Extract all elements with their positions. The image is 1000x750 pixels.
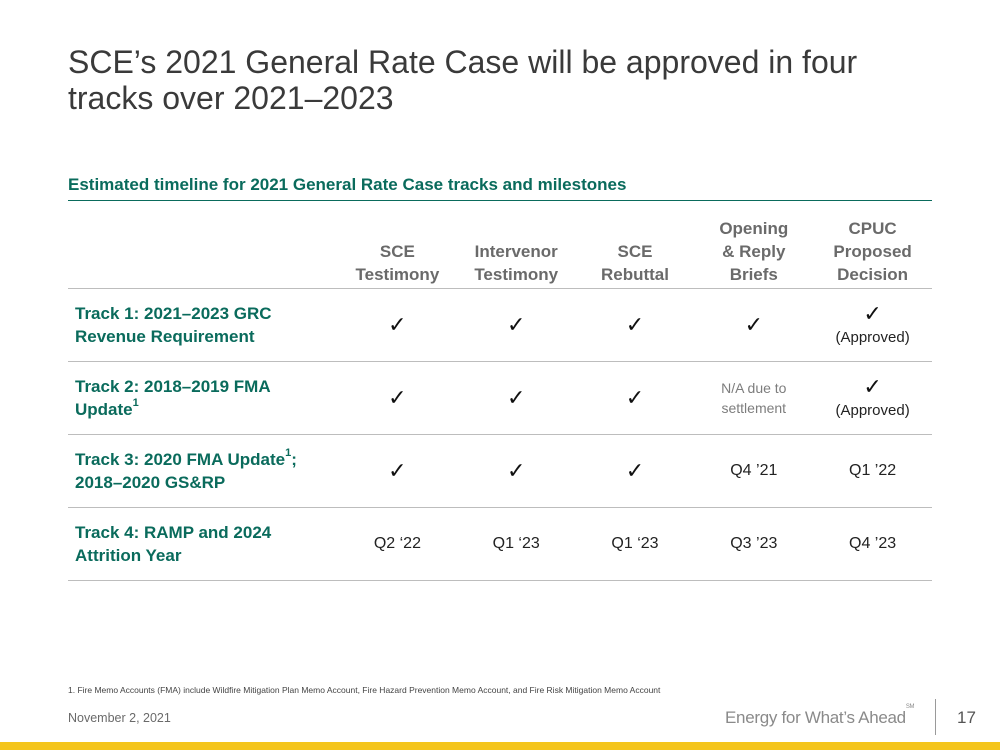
checkmark-icon: ✓ [506,385,526,410]
track-2-sce-testimony: ✓ [338,361,457,435]
checkmark-icon: ✓ [388,385,407,410]
track-3-briefs: Q4 ’21 [694,434,814,508]
checkmark-icon: ✓ [625,458,645,483]
brand-tagline: Energy for What’s AheadSM [725,704,915,727]
checkmark-icon: ✓ [506,312,526,337]
track-3-label: Track 3: 2020 FMA Update1; 2018–2020 GS&… [68,434,338,508]
slide-title: SCE’s 2021 General Rate Case will be app… [68,44,858,116]
table-subtitle: Estimated timeline for 2021 General Rate… [68,175,627,194]
track-4-briefs: Q3 ’23 [694,507,814,581]
track-1-sce-rebuttal: ✓ [575,288,695,362]
track-4-label: Track 4: RAMP and 2024 Attrition Year [68,507,338,581]
track-1-label: Track 1: 2021–2023 GRC Revenue Requireme… [68,288,338,362]
track-4-sce-testimony: Q2 ‘22 [338,507,457,581]
track-1-intervenor-testimony: ✓ [456,288,576,362]
footnote: 1. Fire Memo Accounts (FMA) include Wild… [68,685,661,695]
service-mark: SM [905,704,915,711]
table-header-row: SCE Testimony Intervenor Testimony SCE R… [68,210,932,289]
page-number: 17 [957,708,976,727]
bottom-accent-bar [0,742,1000,750]
checkmark-icon: ✓ [388,312,407,337]
checkmark-icon: ✓ [625,312,645,337]
header-sce-testimony: SCE Testimony [338,210,457,289]
footnote-marker: 1 [132,397,139,410]
footer-divider [935,699,936,735]
approved-note: (Approved) [835,329,910,346]
track-1-decision: ✓ (Approved) [813,288,932,362]
track-4-intervenor-testimony: Q1 ‘23 [456,507,576,581]
table-row-track-2: Track 2: 2018–2019 FMA Update1 ✓ ✓ ✓ N/A… [68,361,932,435]
checkmark-icon: ✓ [863,374,882,399]
checkmark-icon: ✓ [388,458,407,483]
track-3-decision: Q1 ’22 [813,434,932,508]
track-2-sce-rebuttal: ✓ [575,361,695,435]
track-2-label: Track 2: 2018–2019 FMA Update1 [68,361,338,435]
track-2-decision: ✓ (Approved) [813,361,932,435]
table-row-track-4: Track 4: RAMP and 2024 Attrition Year Q2… [68,507,932,581]
header-track-label [68,210,338,289]
track-1-briefs: ✓ [694,288,814,362]
track-1-sce-testimony: ✓ [338,288,457,362]
checkmark-icon: ✓ [863,301,882,326]
track-3-sce-rebuttal: ✓ [575,434,695,508]
track-2-intervenor-testimony: ✓ [456,361,576,435]
footer-date: November 2, 2021 [68,711,171,725]
subtitle-divider [68,200,932,201]
timeline-table: SCE Testimony Intervenor Testimony SCE R… [68,210,932,581]
table-row-track-3: Track 3: 2020 FMA Update1; 2018–2020 GS&… [68,434,932,508]
track-2-briefs: N/A due to settlement [694,361,814,435]
track-4-sce-rebuttal: Q1 ‘23 [575,507,695,581]
header-intervenor-testimony: Intervenor Testimony [456,210,576,289]
track-3-sce-testimony: ✓ [338,434,457,508]
footnote-marker: 1 [285,447,292,460]
track-4-decision: Q4 ’23 [813,507,932,581]
na-note: N/A due to settlement [721,380,787,416]
header-sce-rebuttal: SCE Rebuttal [575,210,695,289]
track-3-intervenor-testimony: ✓ [456,434,576,508]
checkmark-icon: ✓ [625,385,645,410]
checkmark-icon: ✓ [744,312,763,337]
header-cpuc-proposed-decision: CPUC Proposed Decision [813,210,932,289]
approved-note: (Approved) [835,402,910,419]
table-row-track-1: Track 1: 2021–2023 GRC Revenue Requireme… [68,288,932,362]
header-opening-reply-briefs: Opening & Reply Briefs [694,210,814,289]
checkmark-icon: ✓ [506,458,526,483]
